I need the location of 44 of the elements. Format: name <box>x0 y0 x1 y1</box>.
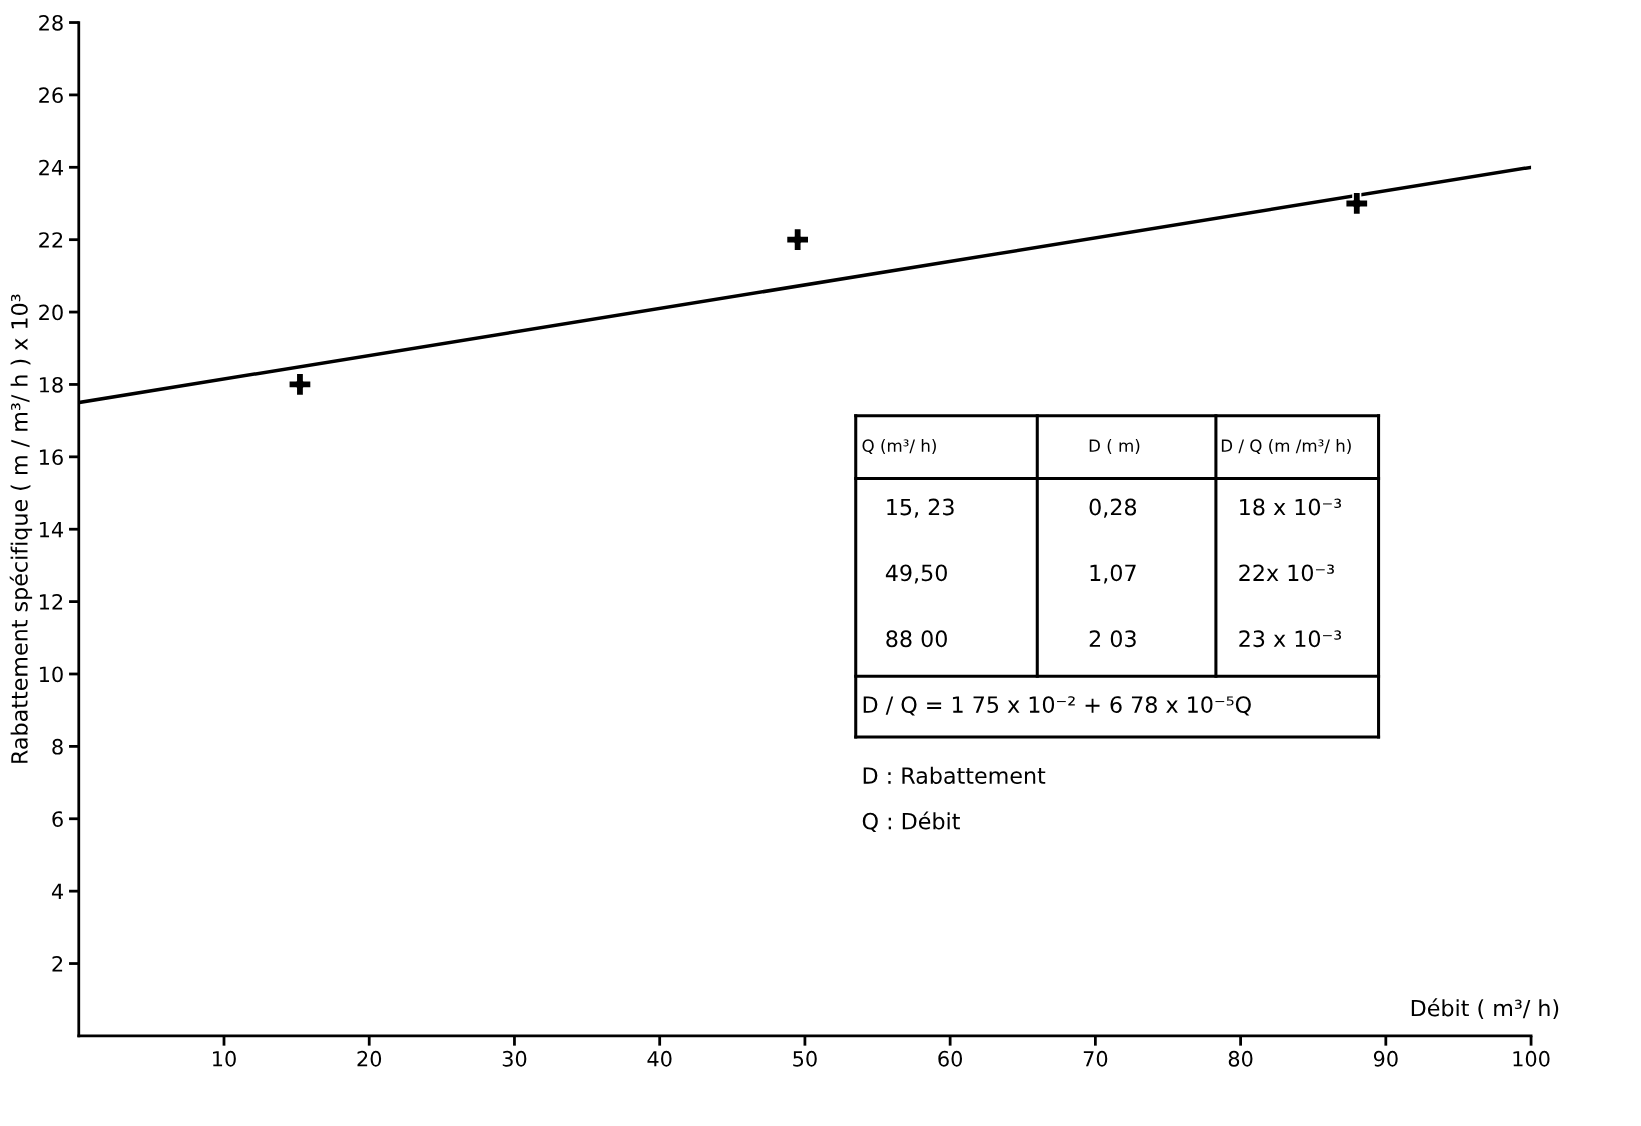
point <box>785 227 810 252</box>
x-tick-label: 60 <box>938 1050 963 1067</box>
y-tick-label: 12 <box>39 594 63 610</box>
y-tick-label: 2 <box>52 955 63 972</box>
annotation: 88 00 <box>886 630 947 648</box>
annotation: 49,50 <box>885 564 947 584</box>
x-tick-label: 10 <box>213 1050 236 1067</box>
y-tick-label: 10 <box>39 666 63 683</box>
annotation: D : Rabattement <box>863 766 1046 784</box>
annotation: Q (m³/ h) <box>862 439 936 454</box>
y-tick-label: 6 <box>52 811 63 827</box>
annotation: 1,07 <box>1090 564 1136 584</box>
x-tick-label: 100 <box>1513 1050 1550 1067</box>
x-tick-label: 40 <box>647 1050 672 1067</box>
y-tick-label: 26 <box>39 87 63 104</box>
annotation: 18 x 10⁻³ <box>1240 498 1342 516</box>
annotation: D / Q = 1 75 x 10⁻² + 6 78 x 10⁻⁵Q <box>863 696 1251 716</box>
y-tick-label: 4 <box>51 883 64 900</box>
y-tick-label: 18 <box>39 376 63 393</box>
annotation: 0,28 <box>1089 498 1137 518</box>
y-tick-label: 20 <box>39 304 63 321</box>
annotation: D ( m) <box>1089 439 1140 454</box>
y-tick-label: 14 <box>39 521 64 538</box>
y-tick-label: 28 <box>39 14 63 31</box>
x-tick-label: 90 <box>1373 1050 1398 1067</box>
y-axis-title: Rabattement spécifique ( m / m³/ h ) x 10³ <box>9 294 33 763</box>
annotation: D / Q (m /m³/ h) <box>1221 439 1351 454</box>
x-tick-label: 80 <box>1228 1050 1253 1067</box>
x-tick-label: 20 <box>357 1050 382 1067</box>
x-tick-label: 30 <box>502 1050 527 1067</box>
annotation: 15, 23 <box>887 498 954 518</box>
annotation: 2 03 <box>1089 630 1136 648</box>
x-tick-label: 50 <box>793 1050 817 1067</box>
y-tick-label: 22 <box>39 232 63 248</box>
x-axis-title: Débit ( m³/ h) <box>1411 998 1559 1020</box>
y-tick-label: 16 <box>39 449 63 466</box>
y-tick-label: 24 <box>39 159 64 176</box>
annotation: 23 x 10⁻³ <box>1239 630 1342 648</box>
annotation: Q : Débit <box>862 811 960 833</box>
annotation: 22x 10⁻³ <box>1239 564 1334 582</box>
point <box>1344 191 1369 216</box>
x-tick-label: 70 <box>1083 1050 1108 1067</box>
y-tick-label: 8 <box>52 738 63 755</box>
point <box>287 372 312 397</box>
